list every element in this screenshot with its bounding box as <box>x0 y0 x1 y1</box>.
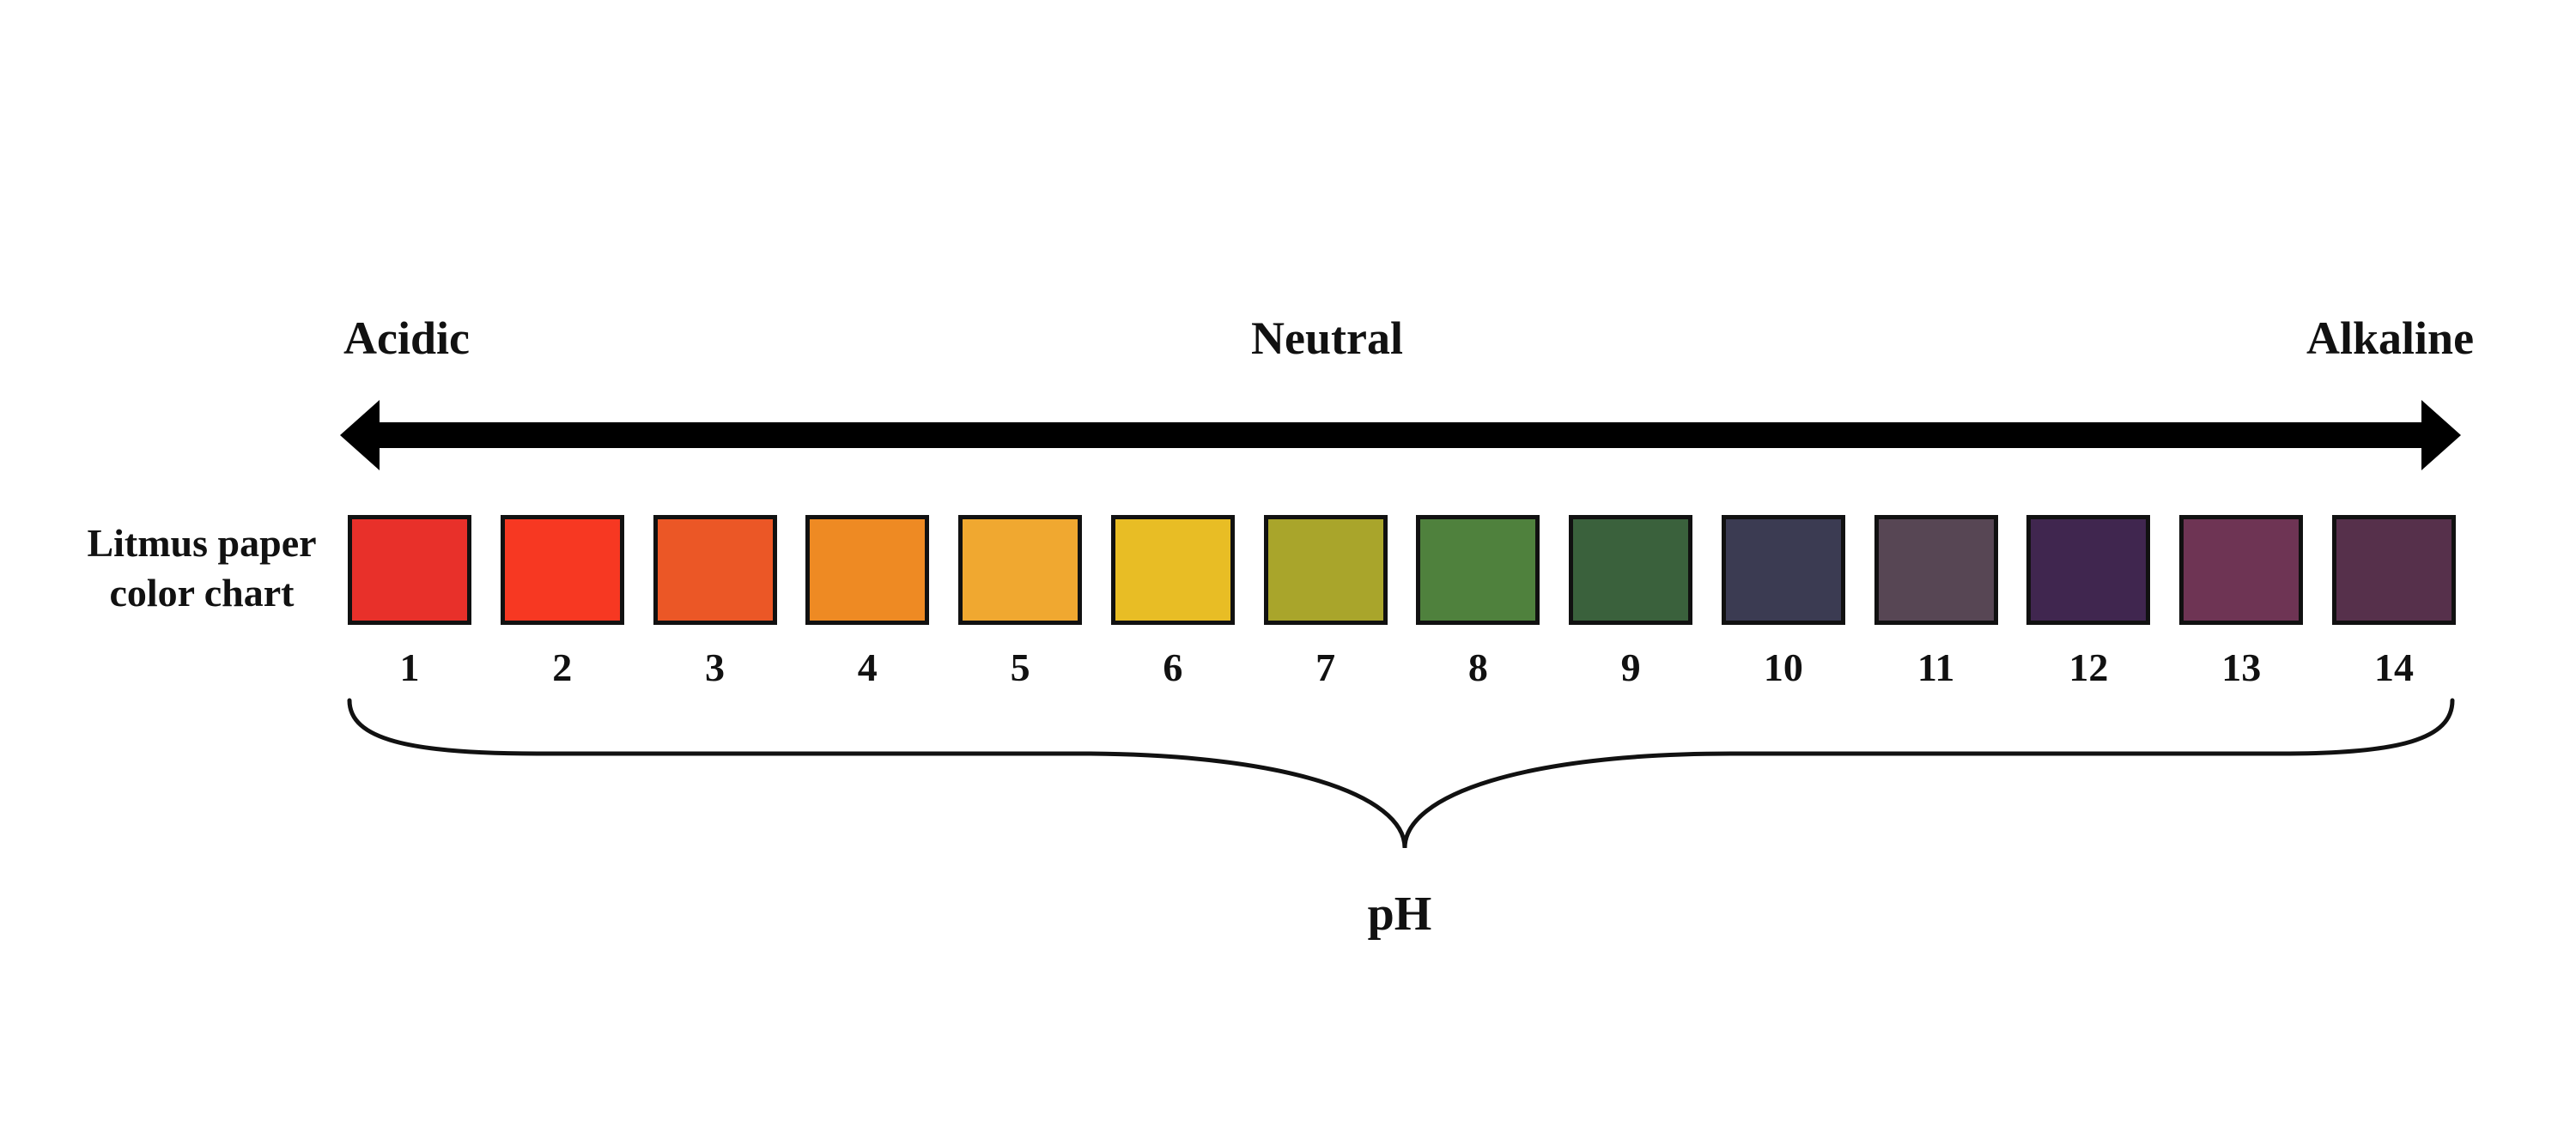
color-swatch-ph-7 <box>1263 515 1388 625</box>
swatch-row <box>348 515 2456 628</box>
ph-number: 6 <box>1163 645 1183 689</box>
color-swatch-ph-10 <box>1721 515 1845 625</box>
chart-label: Litmus paper color chart <box>87 521 317 615</box>
ph-number: 7 <box>1315 645 1336 689</box>
ph-number: 9 <box>1620 645 1641 689</box>
ph-number: 11 <box>1917 645 1955 689</box>
curly-brace <box>347 698 2455 849</box>
ph-number: 5 <box>1010 645 1030 689</box>
ph-number-row: 1 2 3 4 5 6 7 8 9 10 11 12 13 14 <box>348 642 2456 694</box>
color-swatch-ph-14 <box>2331 515 2456 625</box>
color-swatch-ph-13 <box>2179 515 2304 625</box>
ph-number: 3 <box>705 645 726 689</box>
color-swatch-ph-6 <box>1110 515 1235 625</box>
color-swatch-ph-12 <box>2026 515 2151 625</box>
ph-number: 12 <box>2069 645 2109 689</box>
ph-number: 10 <box>1763 645 1803 689</box>
color-swatch-ph-2 <box>500 515 624 625</box>
color-swatch-ph-1 <box>348 515 471 625</box>
color-swatch-ph-4 <box>805 515 930 625</box>
ph-number: 8 <box>1467 645 1488 689</box>
ph-number: 2 <box>552 645 573 689</box>
color-swatch-ph-8 <box>1416 515 1540 625</box>
arrow-shape <box>340 400 2461 470</box>
brace-path <box>347 698 2455 849</box>
ph-number: 1 <box>399 645 420 689</box>
ph-number: 4 <box>857 645 878 689</box>
double-headed-arrow <box>340 400 2461 470</box>
color-swatch-ph-11 <box>1874 515 1998 625</box>
ph-number: 13 <box>2221 645 2262 689</box>
ph-number: 14 <box>2373 645 2414 689</box>
ph-axis-label: pH <box>1367 888 1432 941</box>
color-swatch-ph-3 <box>653 515 777 625</box>
color-swatch-ph-5 <box>958 515 1083 625</box>
color-swatch-ph-9 <box>1569 515 1693 625</box>
neutral-label: Neutral <box>1251 312 1403 364</box>
acidic-label: Acidic <box>343 312 470 364</box>
alkaline-label: Alkaline <box>2306 312 2475 364</box>
